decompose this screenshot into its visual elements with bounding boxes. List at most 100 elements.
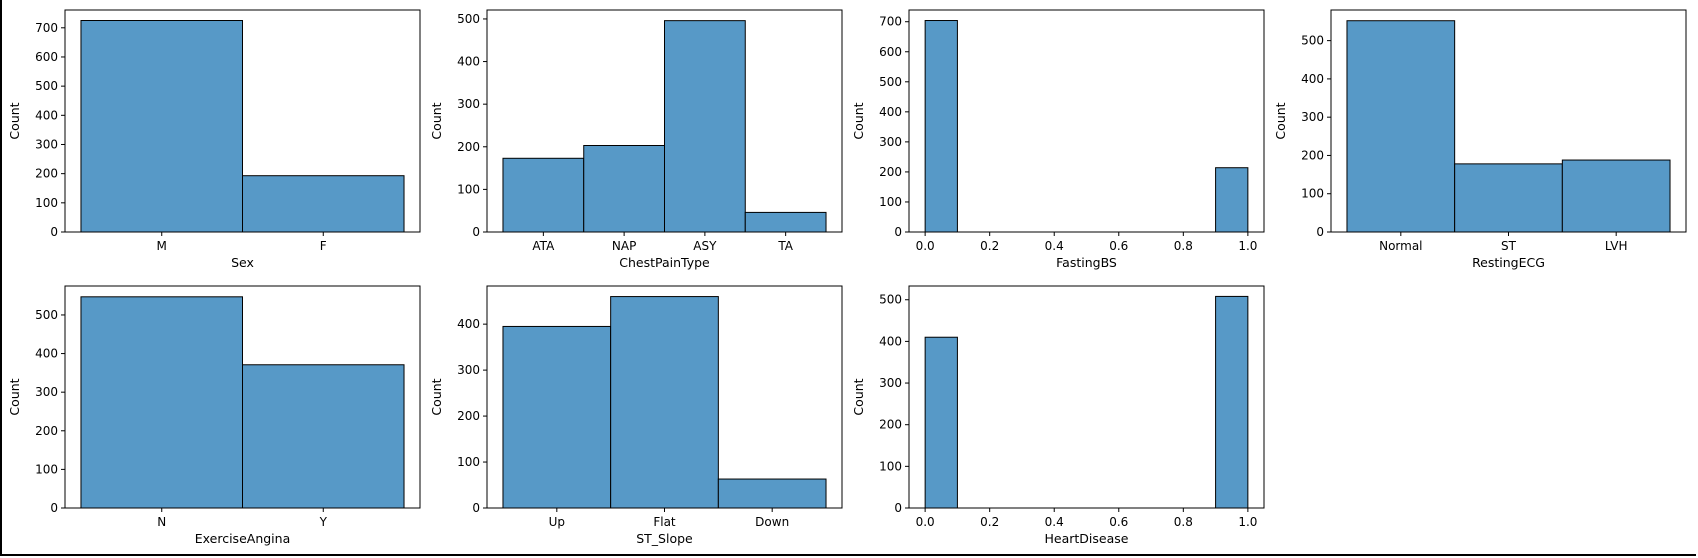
x-axis-label: ChestPainType — [619, 255, 710, 270]
bar — [744, 211, 827, 233]
bar — [1346, 20, 1456, 233]
x-axis-label: ST_Slope — [636, 531, 693, 546]
x-tick-label: 1.0 — [1238, 239, 1257, 253]
x-tick-label: Down — [755, 515, 789, 529]
x-axis-label: FastingBS — [1056, 255, 1117, 270]
y-tick-label: 0 — [472, 501, 480, 515]
bar — [610, 296, 719, 509]
y-tick-label: 700 — [35, 21, 58, 35]
y-axis-label: Count — [429, 378, 444, 415]
y-tick-label: 400 — [879, 105, 902, 119]
x-tick-label: 0.6 — [1109, 515, 1128, 529]
y-axis-label: Count — [7, 102, 22, 139]
y-tick-label: 400 — [879, 334, 902, 348]
x-tick-label: 0.8 — [1174, 239, 1193, 253]
subplot-chestpaintype: ATA NAP ASY TA 0 100 200 300 400 500 ChestPainType… — [429, 9, 843, 270]
y-tick-label: 300 — [1301, 110, 1324, 124]
subplot-exerciseangina: N Y 0 100 200 300 400 500 ExerciseAngina Count — [7, 285, 421, 546]
x-tick-label: 0.8 — [1174, 515, 1193, 529]
y-tick-label: 100 — [1301, 187, 1324, 201]
subplot-st_slope: Up Flat Down 0 100 200 300 400 ST_Slope Count — [429, 285, 843, 546]
x-tick-label: F — [320, 239, 327, 253]
y-tick-label: 300 — [879, 135, 902, 149]
y-tick-label: 400 — [457, 55, 480, 69]
bar — [583, 145, 665, 233]
y-axis-label: Count — [851, 102, 866, 139]
x-tick-label: 0.6 — [1109, 239, 1128, 253]
x-tick-label: Up — [549, 515, 565, 529]
bar — [242, 175, 405, 233]
y-tick-label: 300 — [457, 97, 480, 111]
y-tick-label: 400 — [35, 347, 58, 361]
x-tick-label: NAP — [612, 239, 636, 253]
y-tick-label: 100 — [35, 196, 58, 210]
y-axis-label: Count — [851, 378, 866, 415]
y-tick-label: 500 — [35, 308, 58, 322]
bar — [502, 157, 585, 233]
y-tick-label: 600 — [35, 50, 58, 64]
x-axis-label: RestingECG — [1472, 255, 1545, 270]
bar — [1454, 163, 1563, 233]
axes-frame — [908, 9, 1265, 233]
y-tick-label: 500 — [879, 75, 902, 89]
axes-frame — [1330, 9, 1687, 233]
y-tick-label: 200 — [457, 140, 480, 154]
axes-frame — [486, 9, 843, 233]
y-tick-label: 400 — [35, 108, 58, 122]
bar — [502, 325, 612, 509]
bar — [80, 296, 243, 509]
y-tick-label: 0 — [50, 225, 58, 239]
bar — [1561, 159, 1671, 233]
bar — [1215, 167, 1249, 233]
bar — [924, 20, 958, 233]
y-tick-label: 300 — [457, 363, 480, 377]
x-tick-label: M — [157, 239, 167, 253]
x-tick-label: LVH — [1605, 239, 1628, 253]
y-tick-label: 200 — [35, 167, 58, 181]
x-tick-label: 0.0 — [916, 239, 935, 253]
y-axis-label: Count — [7, 378, 22, 415]
axes-frame — [908, 285, 1265, 509]
x-tick-label: 0.4 — [1045, 239, 1064, 253]
x-tick-label: Normal — [1379, 239, 1422, 253]
x-tick-label: 0.4 — [1045, 515, 1064, 529]
axes-frame — [64, 9, 421, 233]
bar — [242, 364, 405, 509]
y-tick-label: 200 — [879, 165, 902, 179]
bar — [717, 478, 827, 509]
y-tick-label: 200 — [35, 424, 58, 438]
y-tick-label: 600 — [879, 45, 902, 59]
y-tick-label: 0 — [894, 225, 902, 239]
x-axis-label: ExerciseAngina — [195, 531, 290, 546]
y-tick-label: 200 — [879, 418, 902, 432]
y-tick-label: 100 — [457, 455, 480, 469]
y-tick-label: 200 — [1301, 148, 1324, 162]
x-tick-label: ST — [1501, 239, 1517, 253]
subplot-heartdisease: 0.0 0.2 0.4 0.6 0.8 1.0 0 100 200 300 400 500 HeartD… — [851, 285, 1265, 546]
x-axis-label: Sex — [231, 255, 254, 270]
y-tick-label: 100 — [35, 462, 58, 476]
y-tick-label: 500 — [879, 293, 902, 307]
y-tick-label: 0 — [894, 501, 902, 515]
y-tick-label: 100 — [879, 195, 902, 209]
x-tick-label: Flat — [653, 515, 676, 529]
y-tick-label: 100 — [879, 459, 902, 473]
x-axis-label: HeartDisease — [1045, 531, 1129, 546]
y-tick-label: 100 — [457, 182, 480, 196]
x-tick-label: 1.0 — [1238, 515, 1257, 529]
axes-frame — [486, 285, 843, 509]
y-tick-label: 500 — [1301, 34, 1324, 48]
x-tick-label: N — [157, 515, 166, 529]
x-tick-label: 0.2 — [980, 239, 999, 253]
x-tick-label: 0.0 — [916, 515, 935, 529]
y-tick-label: 0 — [1316, 225, 1324, 239]
x-tick-label: Y — [319, 515, 328, 529]
x-tick-label: ASY — [693, 239, 717, 253]
subplot-restingecg: Normal ST LVH 0 100 200 300 400 500 RestingECG Cou… — [1273, 9, 1687, 270]
y-tick-label: 400 — [457, 317, 480, 331]
axes-frame — [64, 285, 421, 509]
bar — [80, 20, 243, 233]
bar — [1215, 295, 1249, 509]
